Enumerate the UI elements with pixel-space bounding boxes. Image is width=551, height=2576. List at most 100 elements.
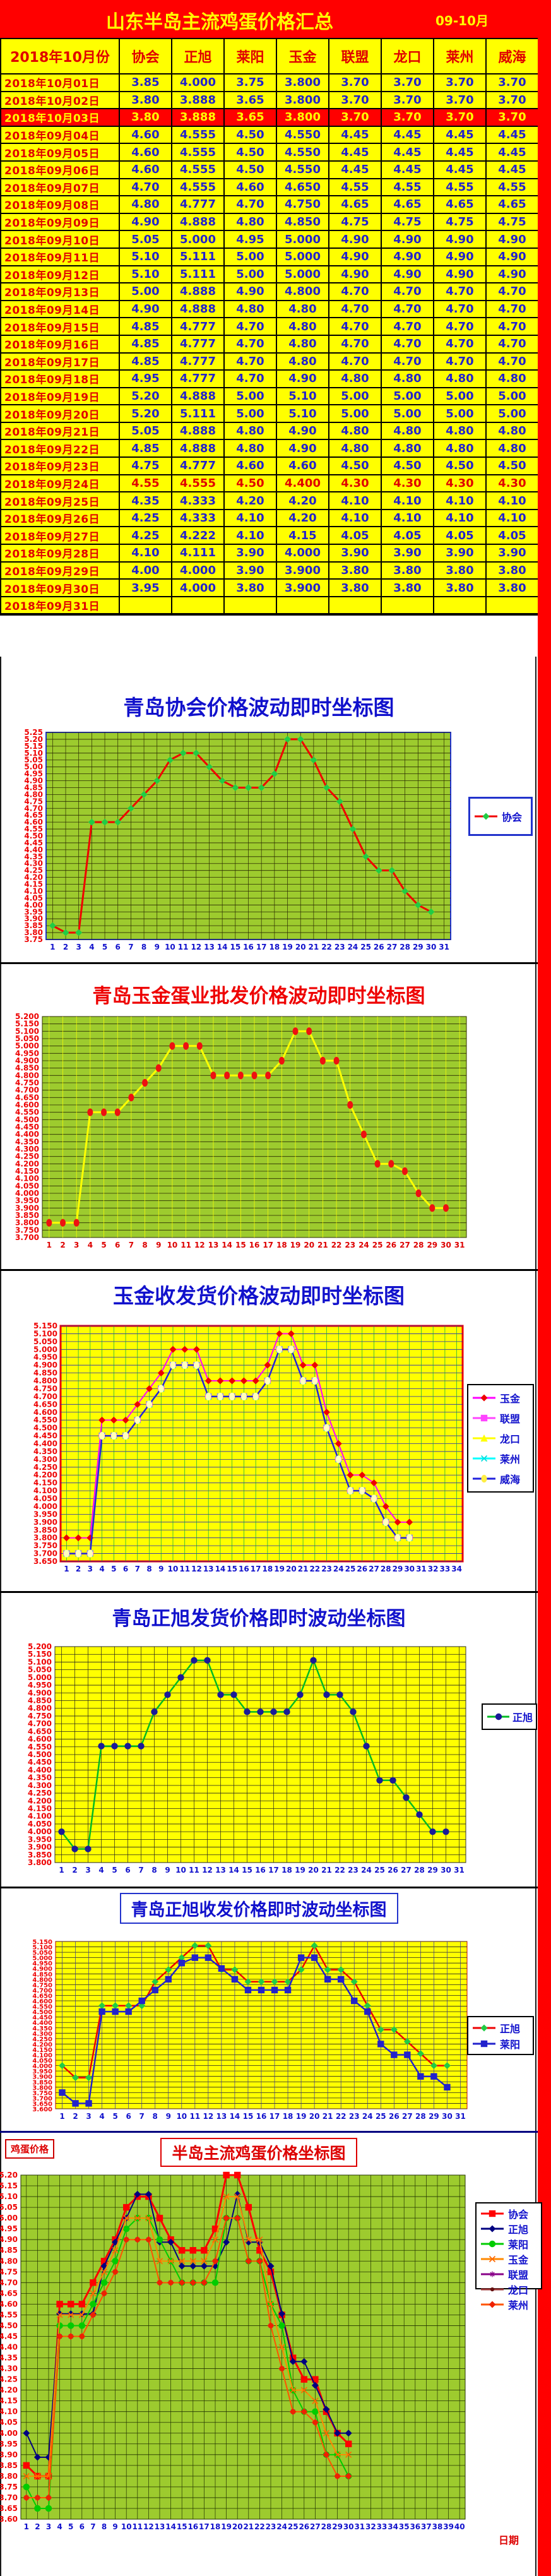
svg-text:18: 18	[281, 1866, 292, 1875]
price-cell: 4.800	[276, 282, 329, 301]
svg-text:25: 25	[372, 1241, 383, 1249]
svg-text:4.40: 4.40	[0, 2343, 18, 2352]
svg-text:2: 2	[73, 2112, 78, 2121]
price-cell: 3.80	[381, 578, 434, 597]
price-cell: 4.70	[223, 369, 277, 388]
price-cell: 4.80	[276, 334, 329, 354]
svg-text:5.20: 5.20	[0, 2171, 18, 2179]
svg-text:5.050: 5.050	[28, 1666, 52, 1674]
table-row: 2018年09月14日 4.90 4.888 4.80 4.80 4.70 4.70 4.70…	[0, 299, 539, 319]
date-cell: 2018年09月07日	[0, 177, 120, 197]
svg-text:4.650: 4.650	[15, 1093, 39, 1102]
date-cell: 2018年09月18日	[0, 369, 120, 388]
svg-text:1: 1	[47, 1241, 52, 1249]
svg-text:4.100: 4.100	[28, 1812, 52, 1821]
svg-text:28: 28	[400, 943, 410, 951]
price-cell: 4.80	[276, 352, 329, 371]
svg-text:5.100: 5.100	[28, 1657, 52, 1666]
svg-text:25: 25	[360, 943, 371, 951]
svg-text:28: 28	[415, 2112, 426, 2121]
svg-text:4.35: 4.35	[24, 852, 43, 861]
price-cell: 4.555	[171, 474, 225, 493]
price-cell: 4.85	[119, 334, 172, 354]
svg-text:4.800: 4.800	[32, 1977, 52, 1984]
price-cell: 3.70	[328, 90, 382, 110]
svg-text:24: 24	[361, 1866, 372, 1875]
svg-text:11: 11	[189, 1866, 199, 1875]
price-cell: 5.00	[381, 386, 434, 406]
price-cell: 5.10	[276, 404, 329, 423]
svg-text:4.80: 4.80	[24, 790, 43, 799]
price-cell: 5.00	[485, 386, 539, 406]
price-cell: 4.80	[328, 439, 382, 458]
price-cell: 4.333	[171, 508, 225, 528]
svg-text:25: 25	[345, 1565, 356, 1573]
price-cell: 4.05	[381, 526, 434, 546]
price-cell: 4.45	[328, 125, 382, 145]
table-row: 2018年09月29日 4.00 4.000 3.90 3.900 3.80 3.80 3.8…	[0, 561, 539, 580]
price-cell: 4.70	[328, 282, 382, 301]
column-header-莱阳: 莱阳	[223, 38, 277, 75]
svg-text:25: 25	[374, 1866, 385, 1875]
svg-text:4.00: 4.00	[0, 2429, 18, 2438]
svg-text:28: 28	[413, 1241, 424, 1249]
price-cell: 4.50	[381, 456, 434, 475]
svg-text:17: 17	[251, 1565, 261, 1573]
date-cell: 2018年09月05日	[0, 143, 120, 162]
price-cell: 5.00	[223, 386, 277, 406]
svg-text:4.10: 4.10	[0, 2407, 18, 2416]
svg-text:11: 11	[132, 2522, 143, 2531]
price-cell: 4.75	[328, 212, 382, 232]
svg-text:5.150: 5.150	[28, 1650, 52, 1659]
svg-text:14: 14	[217, 943, 228, 951]
svg-text:14: 14	[228, 1866, 239, 1875]
svg-text:4.550: 4.550	[28, 1743, 52, 1751]
svg-text:4.950: 4.950	[15, 1049, 39, 1058]
price-cell: 4.60	[119, 125, 172, 145]
separator-1	[0, 962, 538, 964]
price-cell: 3.70	[485, 108, 539, 127]
svg-text:4.55: 4.55	[0, 2310, 18, 2319]
svg-text:1: 1	[59, 2112, 64, 2121]
price-cell: 4.05	[485, 526, 539, 546]
legend-label: 正旭	[512, 1712, 533, 1724]
svg-text:3.900: 3.900	[28, 1843, 52, 1852]
svg-text:21: 21	[323, 2112, 333, 2121]
svg-text:16: 16	[255, 1866, 266, 1875]
svg-text:8: 8	[151, 1866, 157, 1875]
price-cell: 3.95	[119, 578, 172, 597]
price-cell: 3.80	[119, 90, 172, 110]
price-cell: 5.10	[119, 247, 172, 266]
date-cell: 2018年09月15日	[0, 317, 120, 336]
svg-text:6: 6	[125, 1866, 130, 1875]
svg-text:5.25: 5.25	[24, 728, 43, 737]
svg-text:4.550: 4.550	[33, 1416, 57, 1424]
price-cell: 4.10	[485, 491, 539, 510]
svg-text:8: 8	[102, 2522, 107, 2531]
svg-text:3.95: 3.95	[24, 907, 43, 916]
svg-text:4.75: 4.75	[24, 797, 43, 806]
price-cell: 4.45	[328, 143, 382, 162]
svg-text:6: 6	[80, 2522, 85, 2531]
svg-text:4.800: 4.800	[28, 1704, 52, 1713]
price-cell: 4.777	[171, 369, 225, 388]
legend-label: 正旭	[500, 2022, 521, 2035]
price-cell: 4.95	[119, 369, 172, 388]
svg-text:9: 9	[156, 1241, 161, 1249]
price-cell: 4.90	[381, 230, 434, 249]
price-cell: 4.80	[223, 421, 277, 441]
legend-line-marker-icon	[473, 1394, 495, 1402]
svg-text:31: 31	[455, 2112, 466, 2121]
price-cell: 4.70	[485, 282, 539, 301]
svg-text:11: 11	[179, 1565, 190, 1573]
svg-text:5.200: 5.200	[28, 1642, 52, 1651]
svg-text:15: 15	[177, 2522, 187, 2531]
svg-text:1: 1	[64, 1565, 69, 1573]
date-cell: 2018年09月20日	[0, 404, 120, 423]
legend-line-marker-icon	[473, 2024, 495, 2031]
price-cell: 4.90	[328, 265, 382, 284]
svg-text:5.150: 5.150	[32, 1939, 52, 1946]
price-cell: 4.45	[433, 143, 487, 162]
price-cell: 3.800	[276, 108, 329, 127]
svg-text:22: 22	[331, 1241, 342, 1249]
